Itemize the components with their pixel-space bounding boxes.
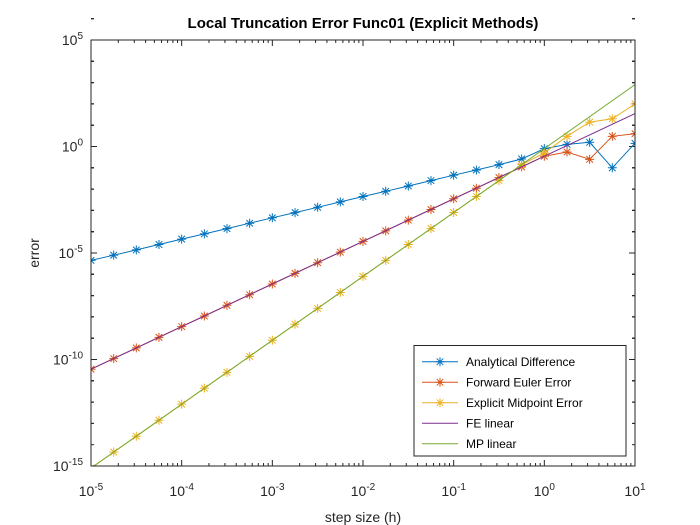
x-tick-base: 10 <box>260 483 276 499</box>
data-point-marker <box>607 131 617 141</box>
x-tick-exponent: 0 <box>549 482 555 493</box>
y-tick-exponent: -10 <box>69 351 84 362</box>
data-point-marker <box>562 131 572 141</box>
legend: Analytical Difference Forward Euler Error… <box>413 345 627 457</box>
x-axis-label: step size (h) <box>325 509 401 525</box>
x-tick-exponent: -5 <box>94 482 103 493</box>
data-point-marker <box>403 181 413 191</box>
x-tick-base: 10 <box>169 483 185 499</box>
x-tick-label: 10-5 <box>79 482 104 499</box>
legend-marker <box>435 357 445 367</box>
data-point-marker <box>562 139 572 149</box>
legend-item: Analytical Difference <box>422 355 575 369</box>
data-point-marker <box>381 186 391 196</box>
x-tick-exponent: -3 <box>276 482 285 493</box>
data-point-marker <box>154 240 164 250</box>
y-axis-label: error <box>26 238 42 268</box>
x-tick-label: 10-4 <box>169 482 194 499</box>
legend-marker <box>435 398 445 408</box>
data-point-marker <box>267 213 277 223</box>
data-point-marker <box>585 137 595 147</box>
x-tick-base: 10 <box>441 483 457 499</box>
data-point-marker <box>222 224 232 234</box>
x-tick-base: 10 <box>534 483 550 499</box>
y-tick-label: 100 <box>62 138 84 155</box>
series-line <box>91 113 635 370</box>
x-tick-label: 100 <box>534 482 556 499</box>
data-point-marker <box>607 114 617 124</box>
data-point-marker <box>426 176 436 186</box>
data-point-marker <box>131 245 141 255</box>
series-layer <box>91 84 635 466</box>
data-point-marker <box>290 208 300 218</box>
axis-tick-labels: 10-5 10-4 10-3 10-2 10-1 100 10110-1510-1010-5… <box>53 31 646 499</box>
plot-frame <box>90 39 636 467</box>
series-line <box>93 84 635 466</box>
data-point-marker <box>562 147 572 157</box>
data-point-marker <box>449 170 459 180</box>
data-point-marker <box>335 197 345 207</box>
x-tick-base: 10 <box>351 483 367 499</box>
x-tick-label: 101 <box>624 482 646 499</box>
x-tick-label: 10-1 <box>441 482 466 499</box>
x-tick-exponent: -4 <box>185 482 194 493</box>
data-point-marker <box>471 165 481 175</box>
data-point-marker <box>494 160 504 170</box>
y-tick-label: 10-10 <box>53 351 83 368</box>
y-tick-base: 10 <box>53 458 69 474</box>
series-3 <box>91 113 635 370</box>
legend-label: Explicit Midpoint Error <box>466 396 583 410</box>
y-tick-base: 10 <box>59 245 75 261</box>
y-tick-exponent: 5 <box>77 31 83 42</box>
legend-item: Explicit Midpoint Error <box>422 396 583 410</box>
data-point-marker <box>585 154 595 164</box>
x-tick-exponent: 1 <box>640 482 646 493</box>
data-point-marker <box>199 229 209 239</box>
data-point-marker <box>109 250 119 260</box>
legend-label: Forward Euler Error <box>466 375 571 389</box>
y-tick-exponent: -5 <box>74 244 83 255</box>
legend-item: Forward Euler Error <box>422 375 571 389</box>
y-tick-base: 10 <box>62 139 78 155</box>
y-tick-label: 10-5 <box>59 244 84 261</box>
x-tick-label: 10-2 <box>351 482 376 499</box>
legend-label: Analytical Difference <box>466 355 575 369</box>
data-point-marker <box>245 218 255 228</box>
legend-label: FE linear <box>466 416 514 430</box>
legend-marker <box>435 377 445 387</box>
x-tick-exponent: -1 <box>457 482 466 493</box>
x-tick-base: 10 <box>79 483 95 499</box>
x-tick-label: 10-3 <box>260 482 285 499</box>
series-4 <box>93 84 635 466</box>
x-tick-base: 10 <box>624 483 640 499</box>
legend-item: MP linear <box>422 437 516 451</box>
data-point-marker <box>177 234 187 244</box>
legend-box <box>413 345 627 457</box>
data-point-marker <box>517 154 527 164</box>
chart-title: Local Truncation Error Func01 (Explicit … <box>188 15 539 32</box>
x-tick-exponent: -2 <box>366 482 375 493</box>
data-point-marker <box>607 163 617 173</box>
y-tick-base: 10 <box>53 352 69 368</box>
y-tick-label: 10-15 <box>53 457 83 474</box>
legend-item: FE linear <box>422 416 514 430</box>
y-tick-exponent: -15 <box>69 457 84 468</box>
y-tick-label: 105 <box>62 31 84 48</box>
y-tick-exponent: 0 <box>77 138 83 149</box>
data-point-marker <box>358 191 368 201</box>
legend-label: MP linear <box>466 437 516 451</box>
data-point-marker <box>313 202 323 212</box>
data-point-marker <box>539 148 549 158</box>
y-tick-base: 10 <box>62 32 78 48</box>
data-point-marker <box>585 117 595 127</box>
